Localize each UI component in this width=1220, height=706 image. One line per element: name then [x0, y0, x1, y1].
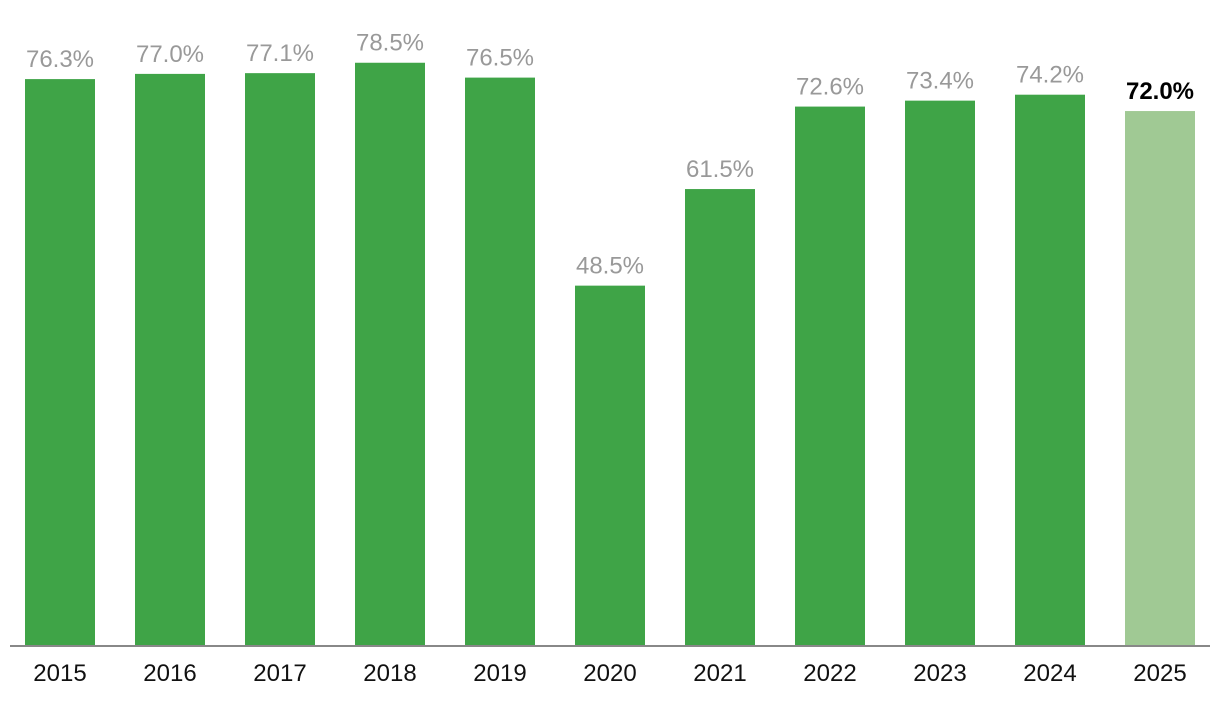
- value-labels-group: 76.3% 77.0% 77.1% 78.5% 76.5% 48.5% 61.5% 72.6%…: [26, 30, 1194, 280]
- x-tick-label-2023: 2023: [913, 660, 966, 687]
- x-tick-labels-group: 2015 2016 2017 2018 2019 2020 2021 2022 2023 2024…: [33, 660, 1186, 687]
- x-tick-label-2020: 2020: [583, 660, 636, 687]
- bar-2022: [795, 106, 865, 646]
- value-label-2019: 76.5%: [466, 45, 534, 72]
- value-label-2025: 72.0%: [1126, 78, 1194, 105]
- x-tick-label-2022: 2022: [803, 660, 856, 687]
- x-tick-label-2019: 2019: [473, 660, 526, 687]
- x-tick-label-2024: 2024: [1023, 660, 1076, 687]
- x-tick-label-2021: 2021: [693, 660, 746, 687]
- bar-2015: [25, 79, 95, 646]
- x-tick-label-2016: 2016: [143, 660, 196, 687]
- value-label-2020: 48.5%: [576, 253, 644, 280]
- value-label-2017: 77.1%: [246, 40, 314, 67]
- bar-2024: [1015, 94, 1085, 647]
- x-tick-label-2015: 2015: [33, 660, 86, 687]
- x-tick-label-2017: 2017: [253, 660, 306, 687]
- value-label-2024: 74.2%: [1016, 62, 1084, 89]
- bar-2023: [905, 100, 975, 646]
- value-label-2015: 76.3%: [26, 46, 94, 73]
- bars-group: [25, 62, 1195, 647]
- bar-2016: [135, 73, 205, 646]
- value-label-2018: 78.5%: [356, 30, 424, 57]
- value-label-2022: 72.6%: [796, 74, 864, 101]
- value-label-2023: 73.4%: [906, 68, 974, 95]
- bar-2017: [245, 73, 315, 647]
- bar-2020: [575, 285, 645, 646]
- bar-2018: [355, 62, 425, 647]
- bar-2021: [685, 189, 755, 646]
- bar-2019: [465, 77, 535, 647]
- x-tick-label-2025: 2025: [1133, 660, 1186, 687]
- x-tick-label-2018: 2018: [363, 660, 416, 687]
- value-label-2021: 61.5%: [686, 156, 754, 183]
- bar-2025: [1125, 111, 1195, 647]
- value-label-2016: 77.0%: [136, 41, 204, 68]
